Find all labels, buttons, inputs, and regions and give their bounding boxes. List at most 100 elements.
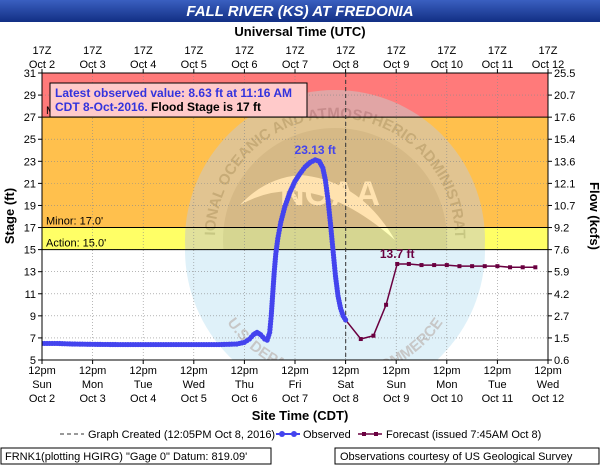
y-tick-label-11: 27 xyxy=(24,112,36,124)
forecast-point-6 xyxy=(419,263,424,268)
top-tick-date-10: Oct 12 xyxy=(532,59,564,71)
top-tick-date-0: Oct 2 xyxy=(29,59,55,71)
bottom-tick-day-4: Thu xyxy=(235,379,254,391)
bottom-tick-day-6: Sat xyxy=(337,379,354,391)
title-bar xyxy=(0,0,600,22)
bottom-tick-date-6: Oct 8 xyxy=(332,393,358,405)
y-tick-label-5: 15 xyxy=(24,245,36,257)
y2-tick-label-10: 15.4 xyxy=(554,134,575,146)
legend-observed-label: Observed xyxy=(303,429,351,441)
y-tick-label-9: 23 xyxy=(24,156,36,168)
info-box-flood-stage: Flood Stage is 17 ft xyxy=(151,100,261,114)
y2-tick-label-8: 12.1 xyxy=(554,178,575,190)
peak-annotations: 23.13 ft 13.7 ft xyxy=(295,143,415,261)
bottom-tick-date-4: Oct 6 xyxy=(231,393,257,405)
forecast-point-11 xyxy=(482,264,487,269)
top-tick-date-7: Oct 9 xyxy=(383,59,409,71)
top-tick-time-0: 17Z xyxy=(33,45,52,57)
y2-tick-label-6: 9.2 xyxy=(554,223,569,235)
info-box-frame xyxy=(49,82,308,118)
forecast-line xyxy=(345,263,536,340)
top-tick-date-9: Oct 11 xyxy=(482,59,514,71)
y-tick-label-2: 9 xyxy=(30,311,36,323)
bottom-tick-time-8: 12pm xyxy=(433,365,461,377)
legend-forecast-marker-1 xyxy=(362,432,366,436)
forecast-point-10 xyxy=(470,264,475,269)
top-tick-time-3: 17Z xyxy=(184,45,203,57)
y-axis-ticks: 5 7 9 11 13 15 17 19 21 23 25 27 29 31 xyxy=(24,68,42,367)
y-tick-label-6: 17 xyxy=(24,223,36,235)
forecast-point-1 xyxy=(358,337,363,342)
bottom-axis-ticks: 12pm Sun Oct 2 12pm Mon Oct 3 12pm Tue Oct 4 12pm… xyxy=(28,360,564,405)
y2-tick-label-5: 7.6 xyxy=(554,245,569,257)
top-tick-date-6: Oct 8 xyxy=(332,59,358,71)
forecast-point-8 xyxy=(444,263,449,268)
bottom-tick-day-7: Sun xyxy=(386,379,406,391)
y2-tick-label-1: 1.5 xyxy=(554,333,569,345)
bottom-tick-date-0: Oct 2 xyxy=(29,393,55,405)
y2-axis-ticks: 0.6 1.5 2.7 4.2 5.9 7.6 9.2 10.7 12.1 13.6 15.4 17.… xyxy=(548,68,575,367)
bottom-tick-time-4: 12pm xyxy=(231,365,259,377)
bottom-tick-time-6: 12pm xyxy=(332,365,360,377)
footer-right-box xyxy=(334,447,600,465)
top-tick-time-4: 17Z xyxy=(235,45,254,57)
bottom-tick-date-10: Oct 12 xyxy=(532,393,564,405)
forecast-point-3 xyxy=(384,302,389,307)
y-tick-label-1: 7 xyxy=(30,333,36,345)
y-tick-label-4: 13 xyxy=(24,267,36,279)
footer-datum: FRNK1(plotting HGIRG) "Gage 0" Datum: 81… xyxy=(5,451,247,463)
bottom-tick-day-8: Mon xyxy=(436,379,457,391)
y-tick-label-7: 19 xyxy=(24,200,36,212)
bottom-tick-time-2: 12pm xyxy=(129,365,157,377)
bottom-tick-date-8: Oct 10 xyxy=(431,393,463,405)
bottom-tick-day-0: Sun xyxy=(32,379,52,391)
bottom-tick-date-1: Oct 3 xyxy=(79,393,105,405)
observed-series xyxy=(42,157,349,348)
y-tick-label-12: 29 xyxy=(24,90,36,102)
y-tick-label-0: 5 xyxy=(30,355,36,367)
forecast-point-5 xyxy=(406,261,411,266)
y2-tick-label-3: 4.2 xyxy=(554,289,569,301)
threshold-label-minor: Minor: 17.0' xyxy=(46,216,103,228)
legend-created-label: Graph Created (12:05PM Oct 8, 2016) xyxy=(88,429,275,441)
info-box-line2: CDT 8-Oct-2016. Flood Stage is 17 ft xyxy=(55,100,261,114)
footer-left-box xyxy=(0,447,272,465)
bottom-tick-day-1: Mon xyxy=(82,379,103,391)
bottom-tick-date-9: Oct 11 xyxy=(482,393,514,405)
y2-axis-label: Flow (kcfs) xyxy=(587,182,600,250)
top-tick-time-10: 17Z xyxy=(539,45,558,57)
y2-tick-label-13: 25.5 xyxy=(554,68,575,80)
forecast-point-12 xyxy=(495,264,500,269)
y-tick-label-8: 21 xyxy=(24,178,36,190)
forecast-point-14 xyxy=(520,265,525,270)
bottom-tick-date-2: Oct 4 xyxy=(130,393,156,405)
top-tick-time-2: 17Z xyxy=(134,45,153,57)
bottom-tick-day-2: Tue xyxy=(134,379,153,391)
y-tick-label-13: 31 xyxy=(24,68,36,80)
top-tick-date-8: Oct 10 xyxy=(431,59,463,71)
y2-tick-label-9: 13.6 xyxy=(554,156,575,168)
threshold-label-action: Action: 15.0' xyxy=(46,238,106,250)
y2-tick-label-0: 0.6 xyxy=(554,355,569,367)
bottom-tick-day-5: Fri xyxy=(289,379,302,391)
forecast-point-13 xyxy=(508,265,513,270)
bottom-tick-time-9: 12pm xyxy=(484,365,512,377)
chart-title: FALL RIVER (KS) AT FREDONIA xyxy=(186,3,413,20)
top-tick-date-2: Oct 4 xyxy=(130,59,156,71)
top-tick-time-5: 17Z xyxy=(286,45,305,57)
bottom-tick-date-3: Oct 5 xyxy=(181,393,207,405)
y2-tick-label-11: 17.6 xyxy=(554,112,575,124)
top-tick-date-4: Oct 6 xyxy=(231,59,257,71)
y-axis-label: Stage (ft) xyxy=(2,188,17,244)
seal-bird-shape xyxy=(240,175,395,240)
plot-area: NOAA NATIONAL OCEANIC AND ATMOSPHERIC AD… xyxy=(42,73,548,360)
annotation-1: 13.7 ft xyxy=(380,247,415,261)
footer-credit: Observations courtesy of US Geological S… xyxy=(340,451,573,463)
bottom-tick-date-5: Oct 7 xyxy=(282,393,308,405)
top-tick-time-9: 17Z xyxy=(488,45,507,57)
bottom-tick-time-5: 12pm xyxy=(281,365,309,377)
noaa-seal-watermark: NOAA NATIONAL OCEANIC AND ATMOSPHERIC AD… xyxy=(42,73,485,360)
top-axis-label: Universal Time (UTC) xyxy=(234,24,365,39)
